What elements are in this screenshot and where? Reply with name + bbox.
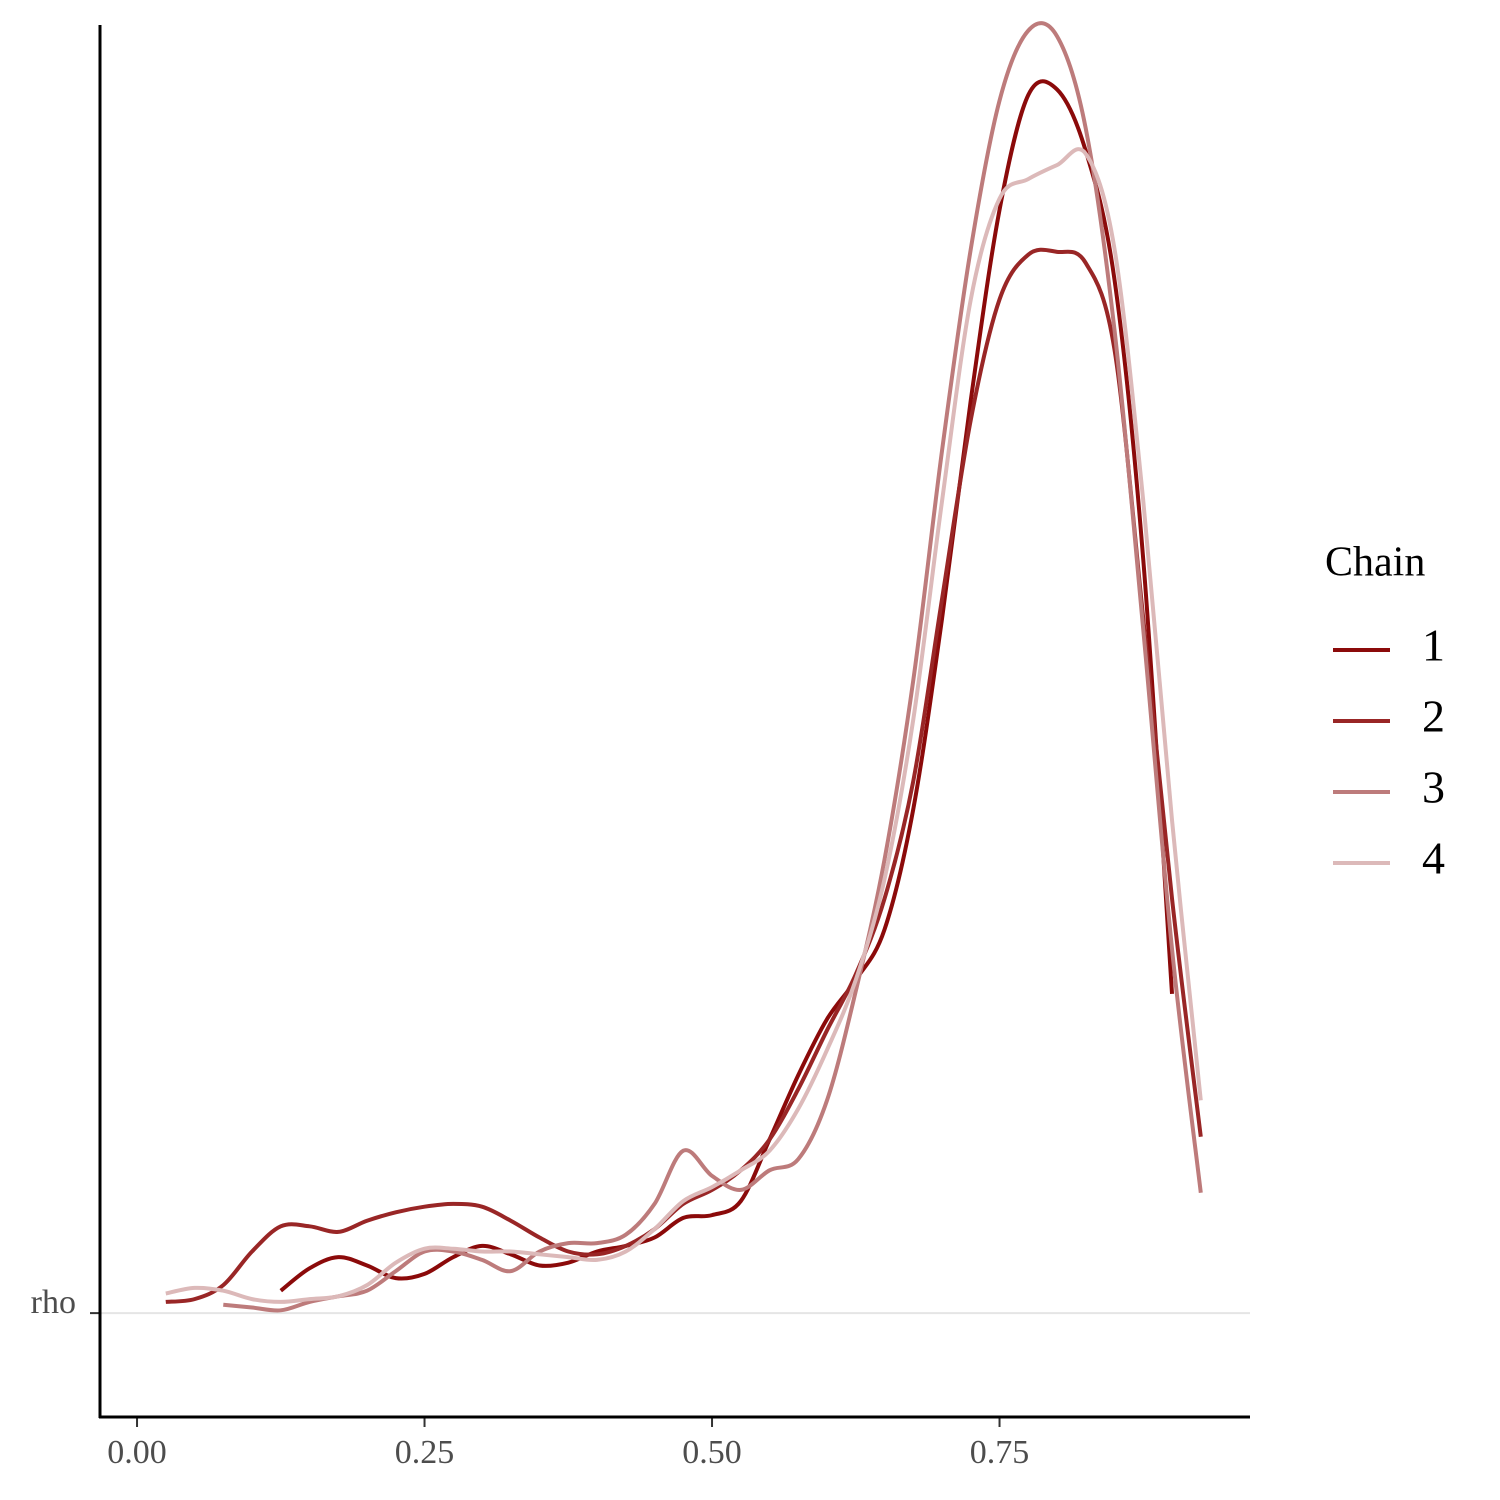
x-tick-label: 0.25 <box>395 1434 455 1471</box>
legend-label: 4 <box>1422 833 1445 884</box>
legend-label: 3 <box>1422 762 1445 813</box>
x-tick-label: 0.00 <box>107 1434 167 1471</box>
y-tick-label: rho <box>31 1284 76 1321</box>
density-line <box>223 21 1203 1313</box>
x-tick-label: 0.50 <box>682 1434 742 1471</box>
legend-title: Chain <box>1325 540 1425 586</box>
density-line <box>165 247 1203 1304</box>
legend-label: 1 <box>1422 620 1445 671</box>
legend-label: 2 <box>1422 691 1445 742</box>
density-line <box>165 147 1203 1304</box>
x-tick-label: 0.75 <box>970 1434 1030 1471</box>
density-line <box>279 79 1175 1293</box>
